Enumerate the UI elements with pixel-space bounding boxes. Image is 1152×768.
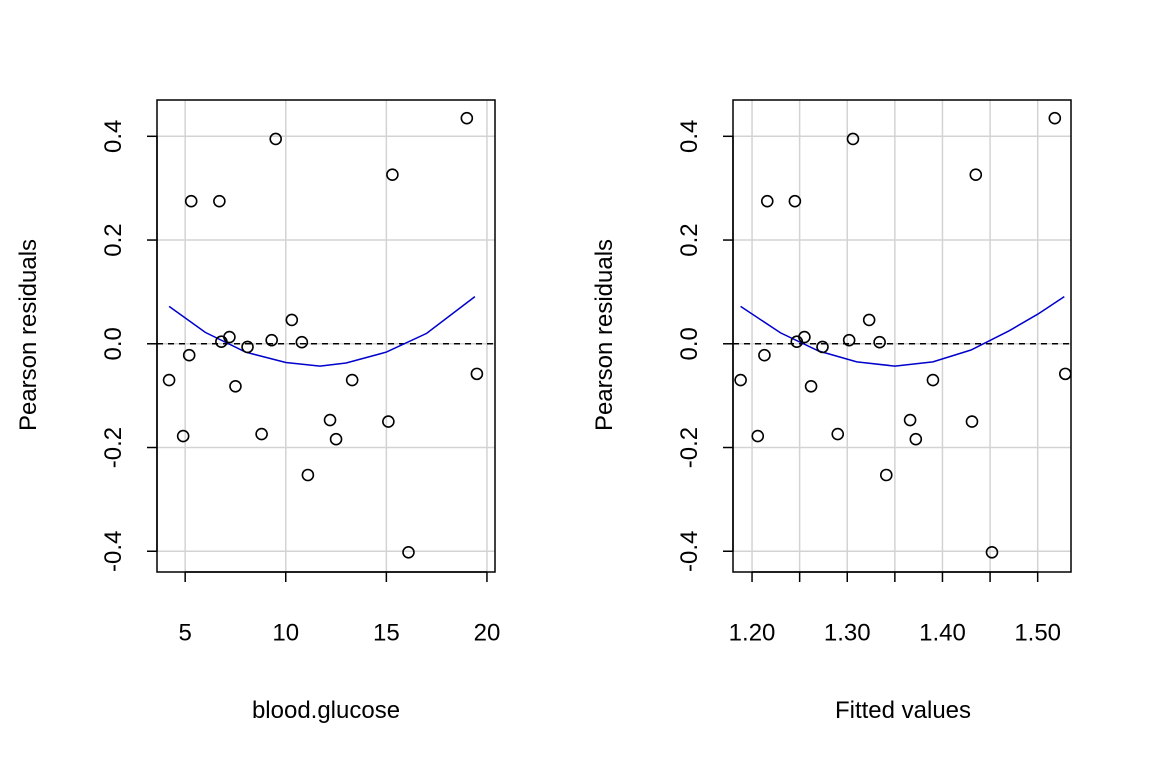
plot-layer: 5 10 15 20 -0.4 -0.2 0.0 0.2 0.4 — [100, 99, 501, 646]
y-axis-label: Pearson residuals — [591, 239, 618, 431]
smoother-curve — [740, 295, 1065, 367]
y-tick-label: -0.4 — [100, 531, 127, 572]
data-point — [831, 427, 845, 441]
y-tick-label: 0.2 — [676, 223, 703, 256]
data-point — [903, 413, 917, 427]
data-point — [229, 380, 242, 393]
x-axis-label: blood.glucose — [252, 697, 400, 724]
data-point — [788, 194, 802, 208]
x-tick-label: 10 — [272, 619, 299, 646]
data-point — [382, 415, 395, 428]
data-point — [909, 432, 923, 446]
data-point — [285, 313, 299, 327]
data-point — [926, 373, 940, 387]
data-point — [846, 132, 860, 146]
data-point — [798, 330, 811, 344]
data-point — [751, 429, 765, 443]
data-point — [184, 194, 198, 208]
x-axis-label: Fitted values — [835, 697, 971, 724]
y-tick-label: -0.2 — [676, 427, 703, 468]
data-point — [182, 348, 196, 362]
smoother-curve — [168, 296, 476, 367]
data-point — [470, 367, 484, 381]
data-point — [295, 335, 309, 349]
data-point — [1048, 111, 1062, 125]
y-axis-label: Pearson residuals — [15, 239, 42, 431]
x-tick-label: 5 — [178, 619, 191, 646]
y-tick-label: -0.2 — [100, 427, 127, 468]
y-tick-label: 0.0 — [100, 327, 127, 360]
data-point — [862, 313, 876, 327]
x-tick-label: 1.20 — [729, 619, 776, 646]
data-point — [329, 432, 343, 446]
y-tick-label: 0.4 — [100, 120, 127, 153]
y-tick-label: -0.4 — [676, 531, 703, 572]
plot-layer: 1.20 1.30 1.40 1.50 -0.4 -0.2 0.0 0.2 0.4 — [676, 99, 1072, 646]
data-point — [241, 340, 254, 354]
data-point — [758, 348, 771, 362]
data-point — [760, 194, 774, 208]
data-point — [985, 545, 999, 559]
glucose-panel: 5 10 15 20 -0.4 -0.2 0.0 0.2 0.4 blood.glucose P… — [15, 99, 501, 724]
data-point — [460, 111, 474, 125]
data-point — [842, 333, 856, 347]
data-point — [255, 427, 268, 441]
x-tick-label: 15 — [373, 619, 400, 646]
data-point — [969, 168, 983, 181]
data-point — [734, 373, 747, 387]
data-point — [213, 194, 226, 208]
x-tick-label: 20 — [474, 619, 501, 646]
x-tick-label: 1.50 — [1014, 619, 1061, 646]
y-tick-label: 0.4 — [676, 120, 703, 153]
data-point — [265, 333, 278, 347]
data-point — [386, 168, 399, 181]
plot-frame — [156, 99, 496, 573]
data-point — [323, 413, 337, 427]
data-point — [223, 330, 236, 344]
data-point — [879, 468, 893, 482]
x-tick-label: 1.30 — [824, 619, 871, 646]
data-point — [345, 373, 359, 387]
data-point — [162, 373, 176, 387]
data-point — [1058, 367, 1072, 381]
data-point — [176, 429, 190, 443]
data-point — [965, 415, 979, 428]
data-point — [301, 468, 315, 482]
fitted-values-panel: 1.20 1.30 1.40 1.50 -0.4 -0.2 0.0 0.2 0.4 Fitted… — [591, 99, 1072, 724]
y-tick-label: 0.2 — [100, 223, 127, 256]
data-point — [804, 380, 818, 393]
data-point — [269, 132, 283, 146]
data-point — [873, 335, 886, 349]
data-point — [402, 545, 415, 559]
data-point — [816, 340, 829, 354]
plot-frame — [732, 99, 1072, 573]
y-tick-label: 0.0 — [676, 327, 703, 360]
x-tick-label: 1.40 — [919, 619, 966, 646]
